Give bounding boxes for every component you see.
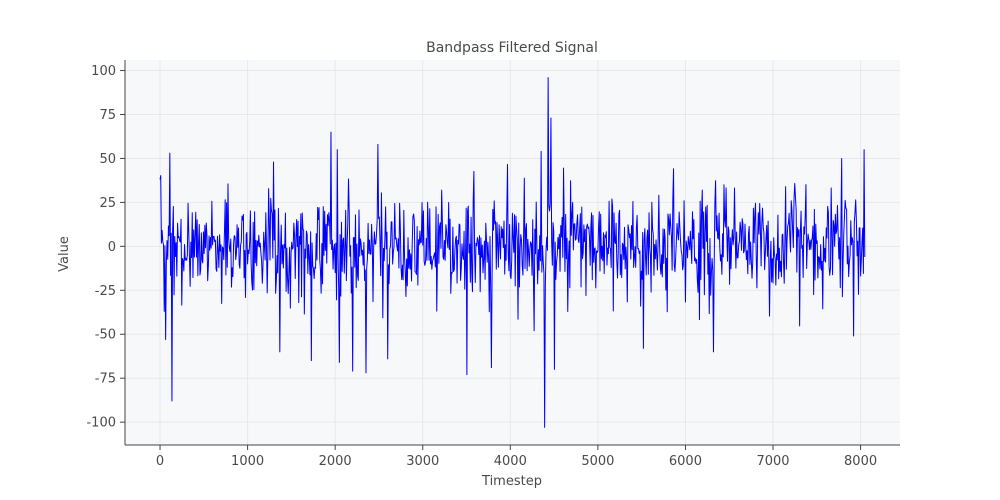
grid (125, 60, 900, 445)
x-tick-label: 2000 (319, 454, 352, 469)
y-tick-label: 50 (99, 152, 116, 167)
x-tick-label: 0 (156, 454, 164, 469)
y-tick-label: 25 (99, 196, 116, 211)
x-axis: 0 1000 2000 3000 4000 5000 6000 7000 8000 (156, 445, 877, 469)
y-tick-label: 0 (108, 240, 116, 255)
chart-title: Bandpass Filtered Signal (426, 40, 598, 56)
y-axis: -100 -75 -50 -25 0 25 50 75 100 (86, 64, 125, 431)
y-tick-label: 75 (99, 108, 116, 123)
y-axis-label: Value (57, 236, 72, 272)
x-tick-label: 4000 (494, 454, 527, 469)
x-tick-label: 6000 (669, 454, 702, 469)
y-tick-label: -100 (86, 416, 116, 431)
signal-series (159, 77, 866, 428)
x-tick-label: 3000 (406, 454, 439, 469)
signal-line (159, 77, 866, 428)
x-tick-label: 5000 (581, 454, 614, 469)
y-tick-label: -50 (95, 328, 116, 343)
x-axis-label: Timestep (481, 474, 542, 489)
x-tick-label: 8000 (844, 454, 877, 469)
y-tick-label: -75 (95, 372, 116, 387)
y-tick-label: 100 (91, 64, 116, 79)
x-tick-label: 1000 (231, 454, 264, 469)
y-tick-label: -25 (95, 284, 116, 299)
x-tick-label: 7000 (756, 454, 789, 469)
